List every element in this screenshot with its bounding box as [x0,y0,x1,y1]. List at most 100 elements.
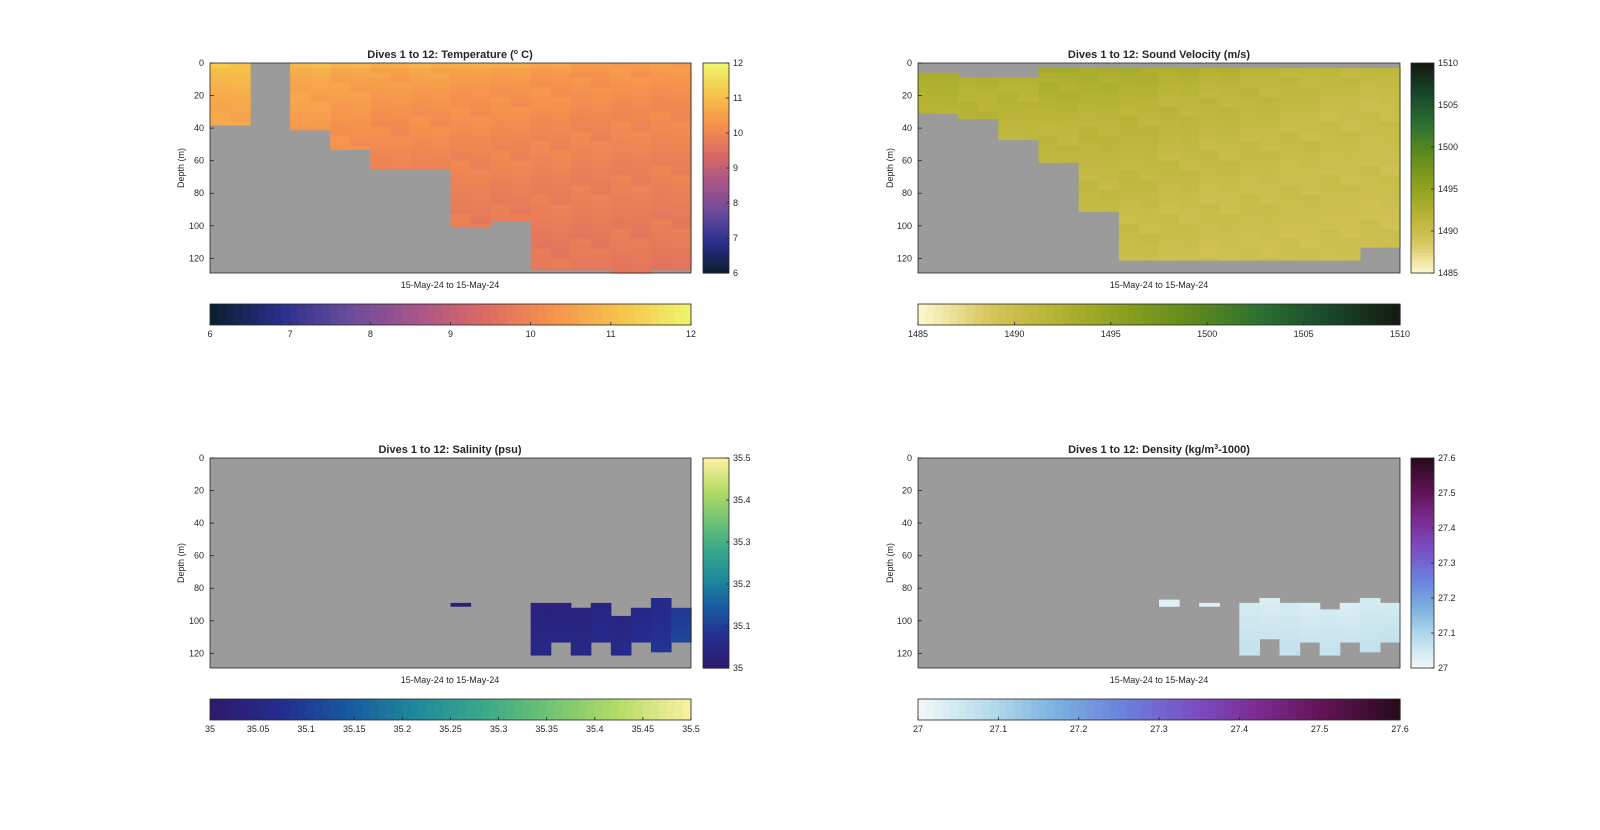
cell-dive-12 [1359,111,1381,118]
side-colorbar-segment [1411,552,1434,557]
cell-dive-10 [590,92,612,98]
side-colorbar-segment [703,552,729,557]
bottom-colorbar-segment [274,304,283,325]
cell-dive-9 [1259,111,1281,118]
cell-dive-11 [1319,102,1341,108]
cell-dive-9 [1259,150,1281,157]
side-colorbar-segment [1411,266,1434,271]
cell-dive-7 [470,111,492,118]
cell-dive-4 [1058,155,1080,162]
cell-dive-9 [1239,155,1261,162]
bottom-colorbar-segment [1375,304,1385,325]
cell-dive-4 [1038,131,1060,137]
cell-dive-9 [1239,233,1261,240]
side-colorbar-segment [703,185,729,190]
cell-dive-9 [1259,72,1281,79]
side-colorbar-segment [703,524,729,529]
cell-dive-7 [1159,170,1180,176]
cell-dive-4 [1058,111,1080,118]
cell-dive-2 [978,97,999,103]
cell-dive-7 [470,170,492,176]
bottom-colorbar-segment [1110,304,1120,325]
cell-dive-11 [610,97,632,103]
cell-dive-7 [1159,116,1180,123]
bottom-colorbar-segment [1239,699,1248,720]
cell-dive-5 [1098,146,1120,152]
bottom-colorbar-segment [1142,699,1152,720]
cell-dive-7 [1179,92,1200,98]
bottom-colorbar-segment [658,304,668,325]
side-colorbar-segment [1411,528,1434,533]
data-patch-5 [1299,609,1321,617]
data-patch-3 [570,641,592,649]
cell-dive-10 [1299,185,1321,191]
bottom-colorbar-segment [418,699,428,720]
cell-dive-8 [1219,253,1240,259]
cell-dive-7 [1179,199,1200,206]
cell-dive-9 [550,63,572,69]
side-colorbar-segment [1411,580,1434,585]
cell-dive-8 [510,82,532,89]
cell-dive-6 [1138,111,1160,118]
side-colorbar-segment [1411,573,1434,578]
cell-dive-7 [1179,97,1200,103]
cell-dive-4 [1038,102,1060,108]
cell-dive-5 [1098,209,1120,212]
cell-dive-3 [1018,106,1040,113]
cell-dive-3 [1018,121,1040,128]
cell-dive-10 [1299,150,1321,157]
cell-dive-11 [630,141,652,147]
cell-dive-9 [550,199,572,206]
cell-dive-10 [1279,155,1301,162]
cell-dive-9 [1259,160,1281,167]
cell-dive-12 [1379,238,1401,245]
bottom-colorbar-segment [918,699,927,720]
cell-dive-6 [1118,219,1140,225]
cell-dive-4 [1058,126,1080,132]
cell-dive-12 [650,233,672,240]
data-patch-7 [650,645,672,653]
side-colorbar-segment [1411,140,1434,145]
side-colorbar-segment [1411,185,1434,190]
cell-dive-7 [1159,165,1180,172]
side-colorbar-segment [1411,248,1434,253]
cell-dive-12 [650,72,672,79]
cell-dive-9 [1239,219,1261,225]
bottom-colorbar-segment [1335,304,1345,325]
data-patch-6 [1319,615,1341,624]
side-colorbar-tick-label: 35.5 [733,453,751,463]
cell-dive-8 [490,126,512,132]
bottom-colorbar-segment [1231,304,1240,325]
cell-dive-11 [1319,185,1341,191]
side-colorbar-tick-label: 27.3 [1438,558,1456,568]
density-xlabel: 15-May-24 to 15-May-24 [1110,675,1209,685]
cell-dive-11 [610,111,632,118]
bottom-colorbar-segment [298,699,307,720]
cell-dive-9 [550,92,572,98]
cell-dive-11 [610,67,632,74]
side-colorbar-segment [703,517,729,522]
cell-dive-10 [1279,224,1301,230]
cell-dive-8 [1219,194,1240,201]
cell-dive-6 [430,97,452,103]
side-colorbar-tick-label: 35 [733,663,743,673]
cell-dive-6 [1118,248,1140,255]
cell-dive-9 [530,204,552,211]
bottom-colorbar-tick-label: 27.6 [1391,724,1409,734]
cell-dive-9 [530,136,552,142]
bottom-colorbar-segment [1215,699,1224,720]
cell-dive-5 [390,141,412,147]
bottom-colorbar-segment [974,304,983,325]
side-colorbar-segment [703,66,729,71]
side-colorbar-segment [1411,77,1434,82]
cell-dive-9 [530,253,552,259]
cell-dive-6 [1118,160,1140,167]
bottom-colorbar-segment [1070,304,1080,325]
cell-dive-10 [1299,67,1321,74]
cell-dive-8 [1219,111,1240,118]
cell-dive-6 [1138,219,1160,225]
cell-dive-12 [1379,229,1401,235]
bottom-colorbar-segment [354,699,363,720]
